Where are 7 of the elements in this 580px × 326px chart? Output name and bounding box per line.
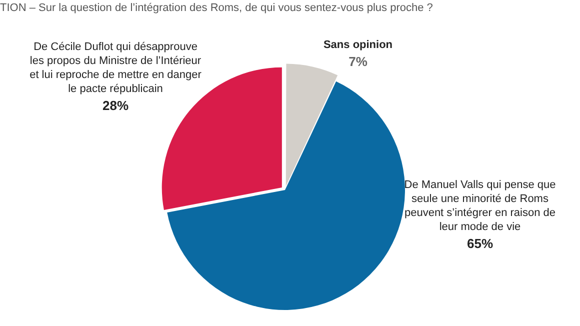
slice-label: Sans opinion	[322, 38, 394, 52]
slice-label: De Cécile Duflot qui désapprouve les propos du Ministre de l’Intérieur et lui reproche de mettre en danger le pacte républicain	[28, 40, 202, 96]
data-label: 7%	[348, 54, 368, 69]
data-label: 28%	[101, 98, 130, 113]
data-label: 65%	[466, 236, 494, 251]
chart-title: TION – Sur la question de l’intégration des Roms, de qui vous sentez-vous plus proche ?	[0, 2, 433, 14]
slice-label: De Manuel Valls qui pense que seule une minorité de Roms peuvent s’intégrer en raison de leur mode de vie	[403, 178, 557, 234]
